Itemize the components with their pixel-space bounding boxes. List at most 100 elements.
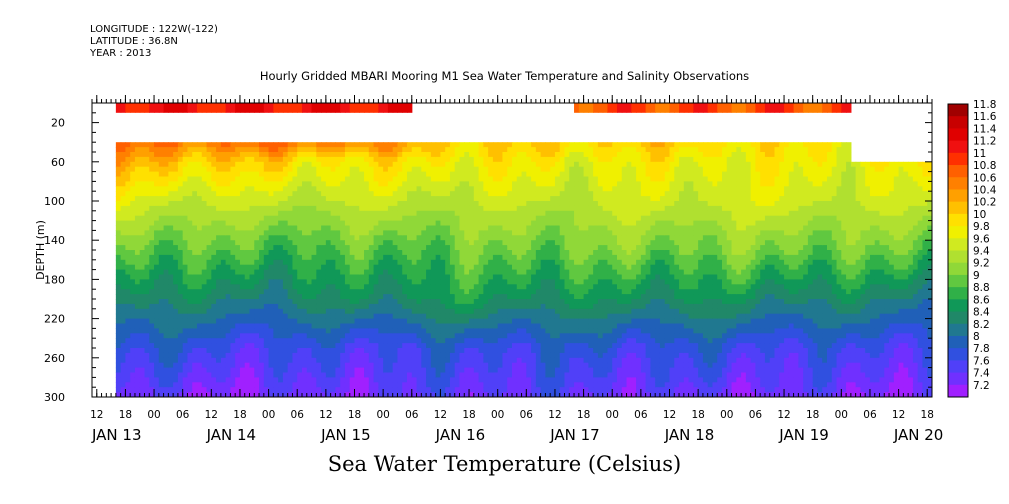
temperature-cell	[259, 166, 265, 173]
temperature-cell	[531, 294, 537, 300]
temperature-cell	[115, 352, 122, 359]
temperature-cell	[325, 181, 332, 187]
temperature-cell	[540, 210, 547, 217]
temperature-cell	[340, 333, 346, 339]
temperature-cell	[311, 387, 317, 393]
temperature-cell	[311, 269, 317, 276]
temperature-cell	[335, 308, 341, 315]
temperature-cell	[430, 284, 437, 290]
temperature-cell	[168, 230, 174, 236]
temperature-cell	[411, 245, 418, 251]
temperature-cell	[378, 367, 384, 374]
temperature-cell	[411, 205, 418, 212]
temperature-cell	[364, 387, 370, 393]
temperature-cell	[402, 210, 408, 217]
temperature-cell	[278, 245, 284, 251]
temperature-cell	[473, 362, 480, 369]
temperature-cell	[125, 225, 131, 231]
temperature-cell	[550, 235, 556, 241]
temperature-cell	[225, 201, 232, 207]
temperature-cell	[158, 220, 165, 227]
temperature-cell	[411, 186, 418, 192]
temperature-cell	[330, 259, 337, 266]
temperature-cell	[340, 294, 346, 300]
temperature-cell	[134, 161, 141, 168]
temperature-cell	[564, 254, 570, 261]
temperature-cell	[426, 387, 432, 393]
temperature-cell	[249, 259, 255, 266]
temperature-cell	[497, 338, 504, 344]
temperature-cell	[354, 171, 360, 178]
temperature-cell	[492, 372, 499, 378]
temperature-cell	[287, 318, 294, 325]
temperature-cell	[397, 230, 403, 236]
temperature-cell	[306, 142, 313, 148]
temperature-cell	[292, 357, 298, 364]
temperature-cell	[340, 196, 346, 202]
temperature-cell	[540, 152, 547, 158]
temperature-cell	[559, 250, 566, 256]
temperature-cell	[134, 387, 141, 393]
temperature-cell	[364, 191, 370, 197]
temperature-cell	[521, 210, 527, 217]
temperature-cell	[397, 338, 403, 344]
temperature-cell	[526, 210, 532, 217]
temperature-cell	[282, 279, 289, 285]
temperature-cell	[244, 235, 251, 241]
temperature-cell	[149, 171, 155, 178]
temperature-cell	[512, 191, 518, 197]
temperature-cell	[330, 313, 337, 320]
temperature-cell	[354, 245, 360, 251]
temperature-cell	[192, 245, 198, 251]
temperature-cell	[335, 171, 341, 178]
temperature-cell	[192, 328, 198, 334]
temperature-cell	[473, 318, 480, 325]
temperature-cell	[411, 343, 418, 349]
temperature-cell	[263, 348, 270, 354]
temperature-cell	[197, 362, 203, 369]
temperature-cell	[259, 357, 265, 364]
temperature-cell	[230, 299, 236, 305]
temperature-cell	[225, 313, 232, 320]
temperature-cell	[287, 357, 294, 364]
temperature-cell	[235, 210, 241, 217]
temperature-cell	[211, 156, 217, 163]
temperature-cell	[392, 147, 399, 153]
temperature-cell	[225, 225, 232, 231]
temperature-cell	[182, 323, 189, 329]
temperature-cell	[507, 313, 513, 320]
temperature-cell	[359, 225, 365, 231]
temperature-cell	[325, 205, 332, 212]
temperature-cell	[220, 313, 227, 320]
temperature-cell	[497, 313, 504, 320]
temperature-cell	[383, 269, 389, 276]
temperature-cell	[120, 250, 127, 256]
temperature-cell	[225, 176, 232, 182]
temperature-cell	[359, 343, 365, 349]
temperature-cell	[259, 382, 265, 388]
temperature-cell	[115, 171, 122, 178]
temperature-cell	[306, 259, 313, 266]
temperature-cell	[239, 357, 246, 364]
temperature-cell	[445, 348, 451, 354]
temperature-cell	[387, 161, 394, 168]
temperature-cell	[144, 303, 150, 310]
temperature-cell	[497, 352, 504, 359]
temperature-cell	[282, 323, 289, 329]
temperature-cell	[249, 176, 255, 182]
temperature-cell	[445, 362, 451, 369]
temperature-cell	[120, 308, 127, 315]
temperature-cell	[397, 348, 403, 354]
temperature-cell	[316, 245, 322, 251]
temperature-cell	[373, 152, 379, 158]
temperature-cell	[473, 338, 480, 344]
temperature-cell	[321, 313, 327, 320]
temperature-cell	[144, 254, 150, 261]
temperature-cell	[302, 362, 308, 369]
temperature-cell	[263, 294, 270, 300]
temperature-cell	[535, 387, 542, 393]
temperature-cell	[249, 348, 255, 354]
temperature-cell	[235, 279, 241, 285]
temperature-cell	[502, 147, 508, 153]
temperature-cell	[492, 323, 499, 329]
